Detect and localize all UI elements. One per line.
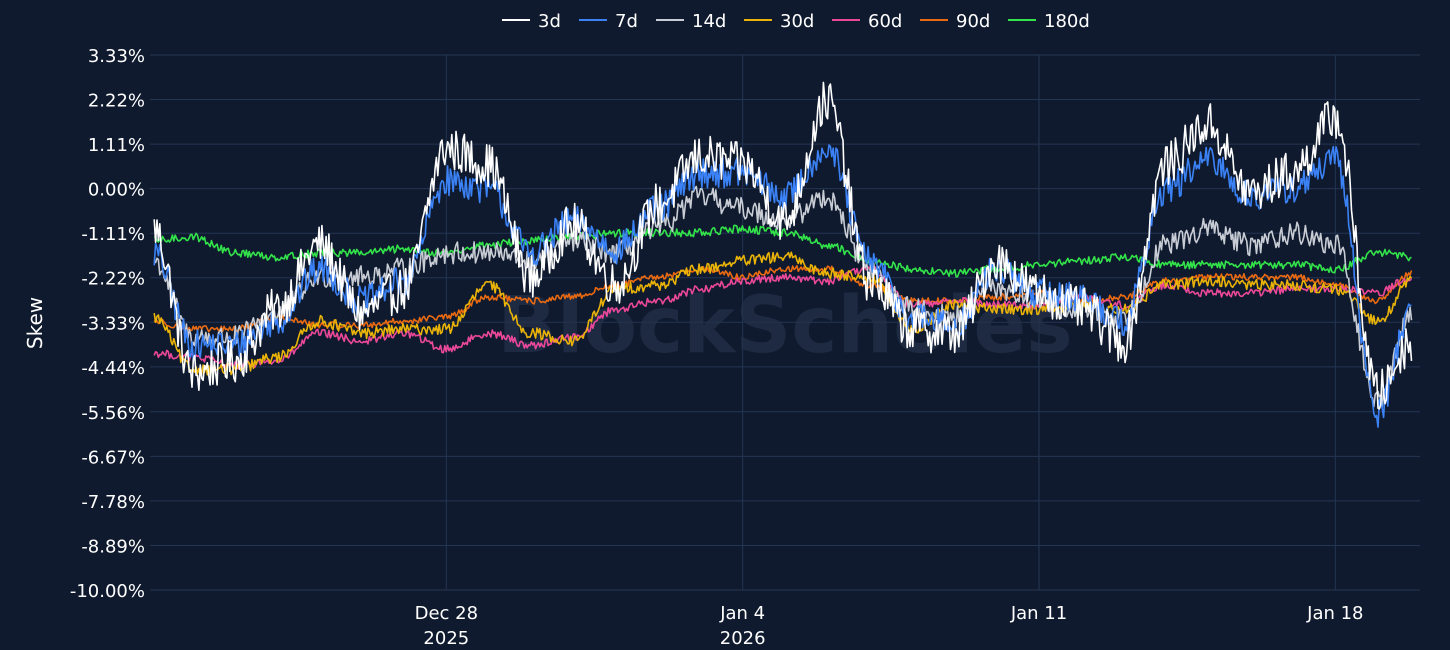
- y-axis: 3.33% 2.22% 1.11% 0.00% -1.11% -2.22% -3.33% -4…: [70, 46, 145, 602]
- series-line-30d: [153, 251, 1413, 376]
- x-tick-sublabel: 2026: [720, 628, 766, 649]
- legend-label: 30d: [780, 11, 814, 32]
- legend-item-90d[interactable]: 90d: [920, 11, 990, 32]
- series-line-180d: [153, 224, 1412, 278]
- y-tick-label: -10.00%: [70, 581, 145, 602]
- x-tick-sublabel: 2025: [423, 628, 469, 649]
- legend-item-30d[interactable]: 30d: [744, 11, 814, 32]
- y-tick-label: -2.22%: [81, 269, 145, 290]
- y-tick-label: -4.44%: [81, 358, 145, 379]
- y-tick-label: -1.11%: [81, 224, 145, 245]
- y-tick-label: 3.33%: [88, 46, 145, 67]
- x-tick-label: Jan 4: [719, 603, 765, 624]
- legend-item-60d[interactable]: 60d: [832, 11, 902, 32]
- y-tick-label: 1.11%: [88, 135, 145, 156]
- series-line-90d: [153, 264, 1413, 333]
- x-tick-label: Jan 11: [1010, 603, 1067, 624]
- y-tick-label: -3.33%: [81, 313, 145, 334]
- legend-label: 90d: [956, 11, 990, 32]
- legend-item-3d[interactable]: 3d: [502, 11, 561, 32]
- legend-label: 3d: [538, 11, 561, 32]
- x-tick-label: Jan 18: [1306, 603, 1363, 624]
- y-tick-label: 0.00%: [88, 180, 145, 201]
- x-tick-label: Dec 28: [415, 603, 478, 624]
- grid: [150, 54, 1420, 591]
- legend-label: 60d: [868, 11, 902, 32]
- x-axis: Dec 28 2025 Jan 4 2026 Jan 11 Jan 18: [415, 603, 1364, 649]
- legend-label: 180d: [1044, 11, 1090, 32]
- y-tick-label: -7.78%: [81, 492, 145, 513]
- y-tick-label: -5.56%: [81, 403, 145, 424]
- legend-item-180d[interactable]: 180d: [1008, 11, 1090, 32]
- series-line-7d: [153, 144, 1412, 428]
- y-tick-label: -6.67%: [81, 447, 145, 468]
- y-tick-label: 2.22%: [88, 91, 145, 112]
- y-tick-label: -8.89%: [81, 536, 145, 557]
- series-line-3d: [153, 81, 1413, 410]
- series-layer: [153, 81, 1413, 428]
- legend-label: 14d: [692, 11, 726, 32]
- legend-item-7d[interactable]: 7d: [579, 11, 638, 32]
- y-axis-label: Skew: [23, 297, 47, 349]
- watermark: BlockScholes: [497, 281, 1072, 371]
- legend: 3d 7d 14d 30d 60d 90d 180d: [502, 11, 1090, 32]
- legend-item-14d[interactable]: 14d: [656, 11, 726, 32]
- series-line-60d: [153, 265, 1413, 370]
- legend-label: 7d: [615, 11, 638, 32]
